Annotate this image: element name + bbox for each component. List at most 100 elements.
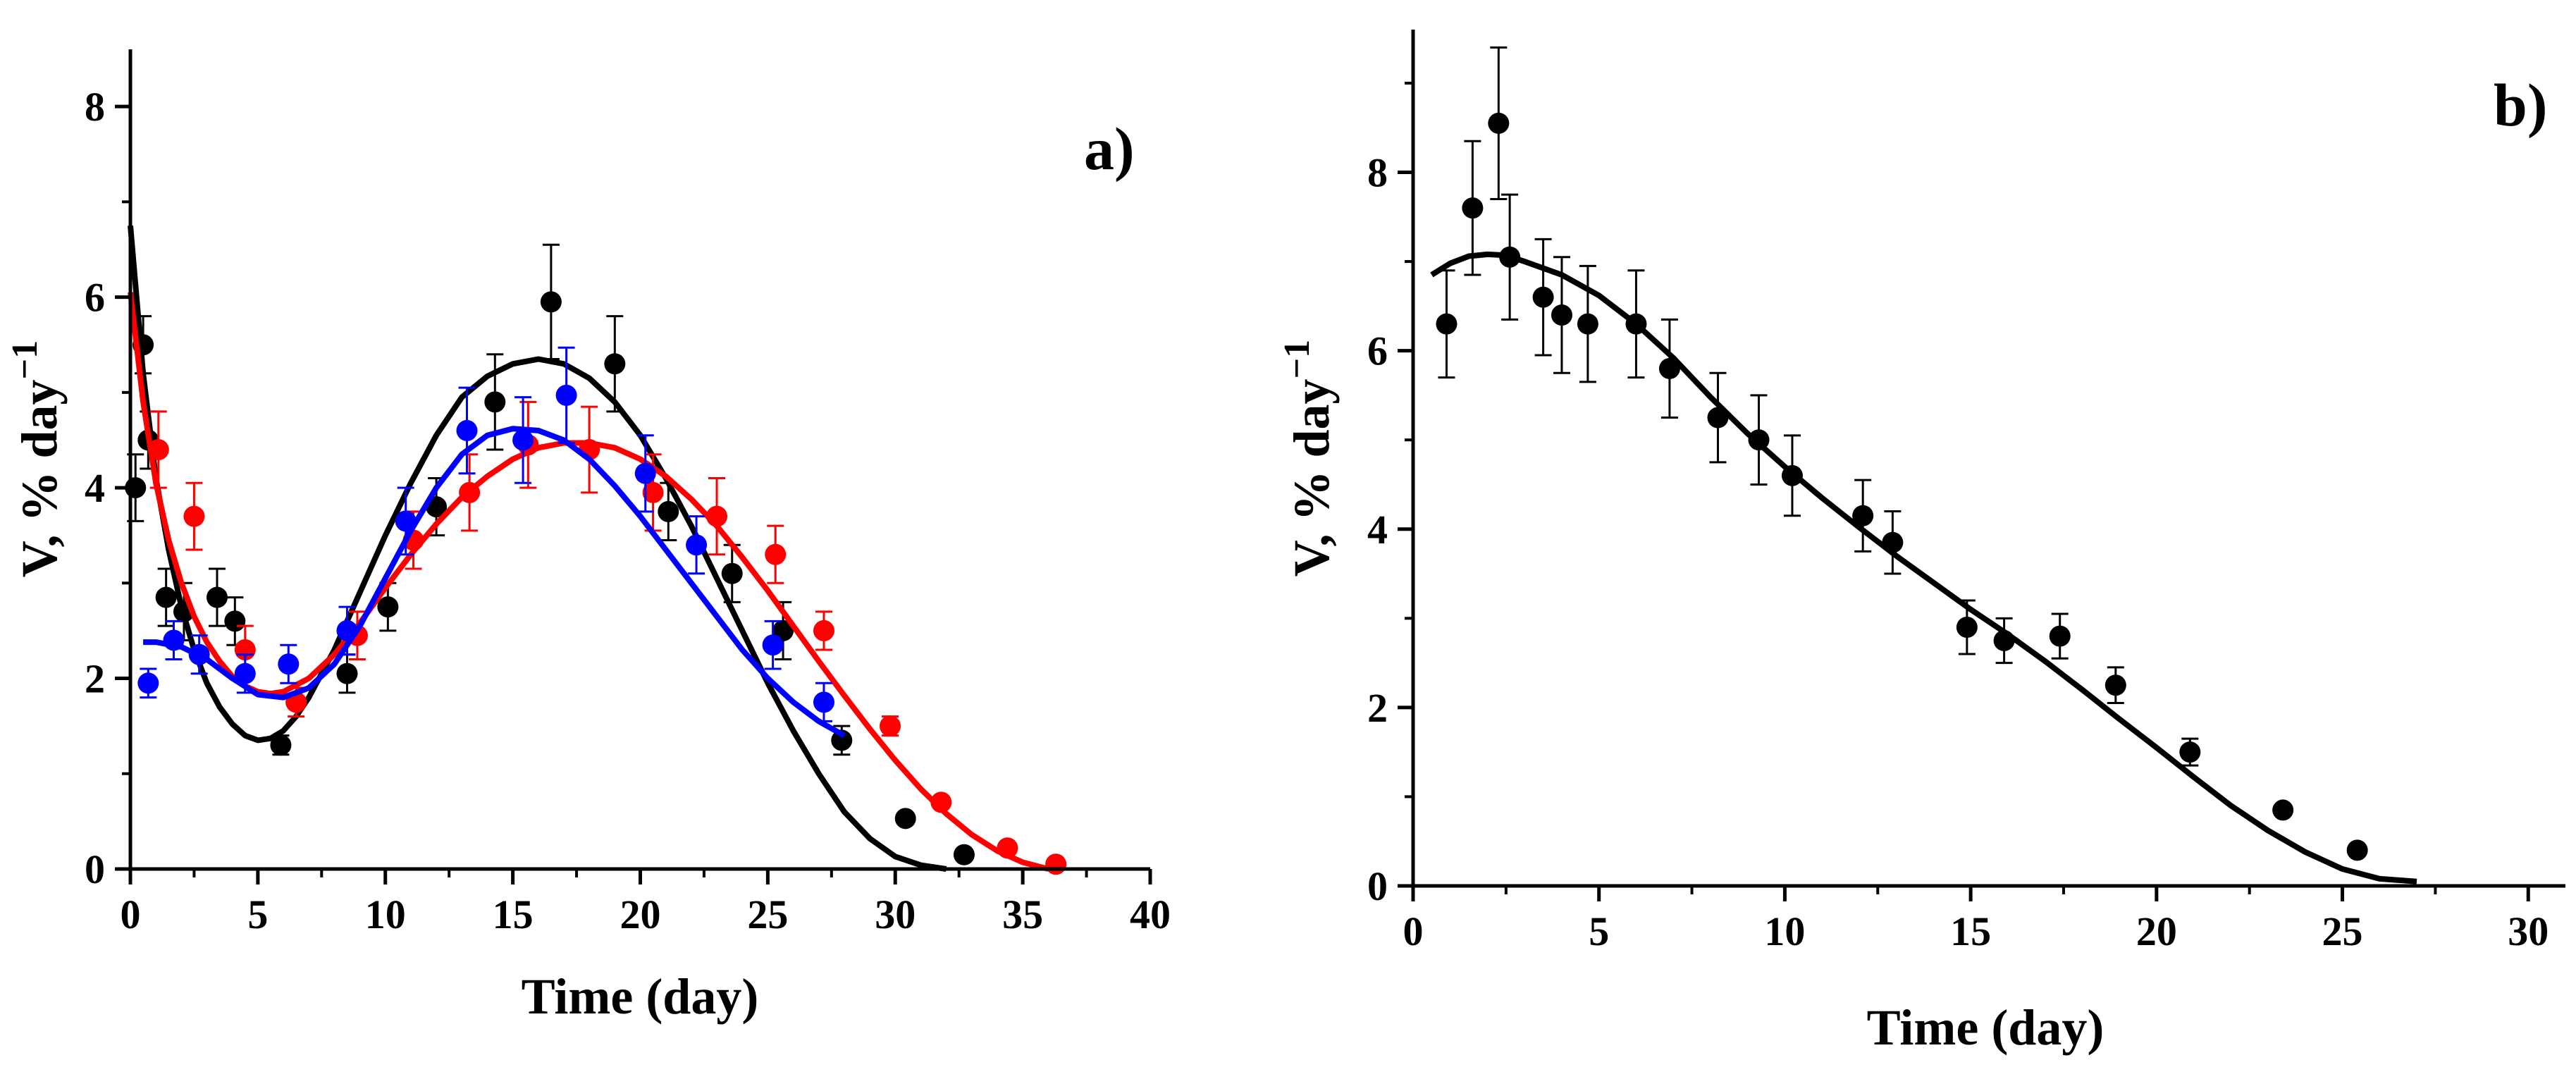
panel-a-x-tick-label: 35 <box>1002 892 1043 937</box>
panel-b-label: b) <box>2494 71 2547 139</box>
data-point-blue <box>278 653 300 675</box>
data-point-blue <box>234 662 256 684</box>
data-point-black <box>1532 286 1554 308</box>
data-point-black <box>540 291 562 313</box>
data-point-black <box>1551 304 1572 326</box>
panel-b-ticks <box>1398 81 2530 901</box>
data-point-black <box>484 391 506 413</box>
data-point-black <box>2049 625 2071 647</box>
data-point-red <box>706 505 728 527</box>
data-point-black <box>1488 112 1510 134</box>
data-point-blue <box>555 384 577 406</box>
data-point-red <box>930 791 952 813</box>
data-point-red <box>1045 853 1067 875</box>
data-point-black <box>831 729 853 751</box>
data-point-red <box>880 715 901 737</box>
data-point-red <box>183 505 205 527</box>
panel-a-y-tick-label: 6 <box>85 275 105 321</box>
data-point-black <box>604 353 626 375</box>
data-point-black <box>721 562 743 584</box>
panel-a-x-tick-label: 20 <box>620 892 661 937</box>
data-point-blue <box>336 619 358 641</box>
data-point-black <box>658 500 679 522</box>
data-point-red <box>765 543 787 565</box>
data-point-red <box>642 481 664 503</box>
data-point-black <box>336 662 358 684</box>
panel-b-marks <box>1430 46 2417 884</box>
data-point-blue <box>813 691 834 713</box>
data-point-red <box>459 481 481 503</box>
data-point-black <box>1781 464 1803 486</box>
data-point-black <box>1852 505 1874 526</box>
panel-a-x-tick-label: 30 <box>875 892 916 937</box>
panel-a-y-tick-label: 0 <box>85 846 105 892</box>
data-point-blue <box>456 419 478 441</box>
panel-b-x-tick-label: 20 <box>2136 908 2177 954</box>
panel-b-x-tick-label: 30 <box>2508 908 2549 954</box>
panel-a-x-tick-label: 15 <box>493 892 534 937</box>
data-point-black <box>1625 313 1647 335</box>
panel-b-x-tick-label: 5 <box>1589 908 1609 954</box>
panel-b-y-tick-label: 4 <box>1367 507 1388 553</box>
data-point-black <box>377 596 399 618</box>
data-point-black <box>206 586 228 608</box>
fit-curve-red <box>128 292 1049 872</box>
data-point-blue <box>634 462 656 484</box>
data-point-blue <box>395 510 417 532</box>
panel-a-y-tick-label: 4 <box>85 465 105 511</box>
data-point-black <box>155 586 177 608</box>
data-point-blue <box>686 534 708 556</box>
panel-a-x-tick-label: 40 <box>1130 892 1171 937</box>
panel-b-x-tick-label: 10 <box>1764 908 1805 954</box>
panel-a-x-tick-label: 0 <box>121 892 141 937</box>
panel-a: 0 5 10 15 20 25 30 35 40 0 2 4 6 8 Time … <box>5 49 1171 1025</box>
panel-b-x-axis-label: Time (day) <box>1867 999 2104 1056</box>
panel-a-y-tick-label: 2 <box>85 656 105 702</box>
data-point-black <box>1882 531 1904 553</box>
data-point-black <box>2179 741 2201 763</box>
data-point-blue <box>512 429 534 451</box>
panel-a-label: a) <box>1084 115 1135 183</box>
panel-b-y-tick-label: 6 <box>1367 328 1388 374</box>
data-point-red <box>997 837 1018 859</box>
panel-b: 0 5 10 15 20 25 30 0 2 4 6 8 Time (day) … <box>1277 30 2565 1056</box>
panel-a-y-axis-label-main: V, % day <box>11 379 68 577</box>
panel-a-x-tick-label: 10 <box>365 892 406 937</box>
panel-b-y-axis-label-sup: −1 <box>1277 340 1317 379</box>
panel-b-y-tick-label: 0 <box>1367 863 1388 909</box>
panel-b-y-axis-label: V, % day−1 <box>1277 340 1340 577</box>
data-point-black <box>894 808 916 830</box>
data-point-blue <box>762 634 784 656</box>
panel-b-y-tick-label: 8 <box>1367 150 1388 196</box>
panel-a-x-tick-label: 25 <box>747 892 788 937</box>
data-point-blue <box>188 643 210 665</box>
data-point-black <box>2104 674 2126 696</box>
data-point-blue <box>137 672 159 694</box>
data-point-black <box>270 734 292 756</box>
data-point-black <box>953 844 975 865</box>
data-point-black <box>2346 839 2368 861</box>
panel-a-y-tick-label: 8 <box>85 84 105 130</box>
data-point-black <box>1658 357 1680 379</box>
panel-b-axes <box>1411 30 2565 888</box>
data-point-black <box>1462 197 1484 219</box>
panel-a-y-axis-label: V, % day−1 <box>5 340 68 577</box>
data-point-red <box>147 438 169 460</box>
panel-a-y-axis-label-sup: −1 <box>5 340 45 380</box>
panel-b-x-tick-label: 25 <box>2322 908 2363 954</box>
data-point-blue <box>163 629 185 651</box>
panel-b-y-tick-label: 2 <box>1367 685 1388 731</box>
data-point-black <box>224 610 246 632</box>
panel-a-x-axis-label: Time (day) <box>522 968 759 1025</box>
fit-curve-black <box>128 225 947 872</box>
fit-curve-blue <box>143 426 846 739</box>
panel-b-x-tick-label: 0 <box>1403 908 1424 954</box>
data-point-red <box>813 619 834 641</box>
data-point-black <box>2272 799 2294 821</box>
panel-a-x-tick-label: 5 <box>247 892 268 937</box>
data-point-black <box>1436 313 1458 335</box>
data-point-black <box>1499 246 1521 268</box>
panel-a-marks <box>125 225 1067 875</box>
data-point-black <box>1707 407 1729 428</box>
panel-b-y-axis-label-main: V, % day <box>1283 378 1340 577</box>
